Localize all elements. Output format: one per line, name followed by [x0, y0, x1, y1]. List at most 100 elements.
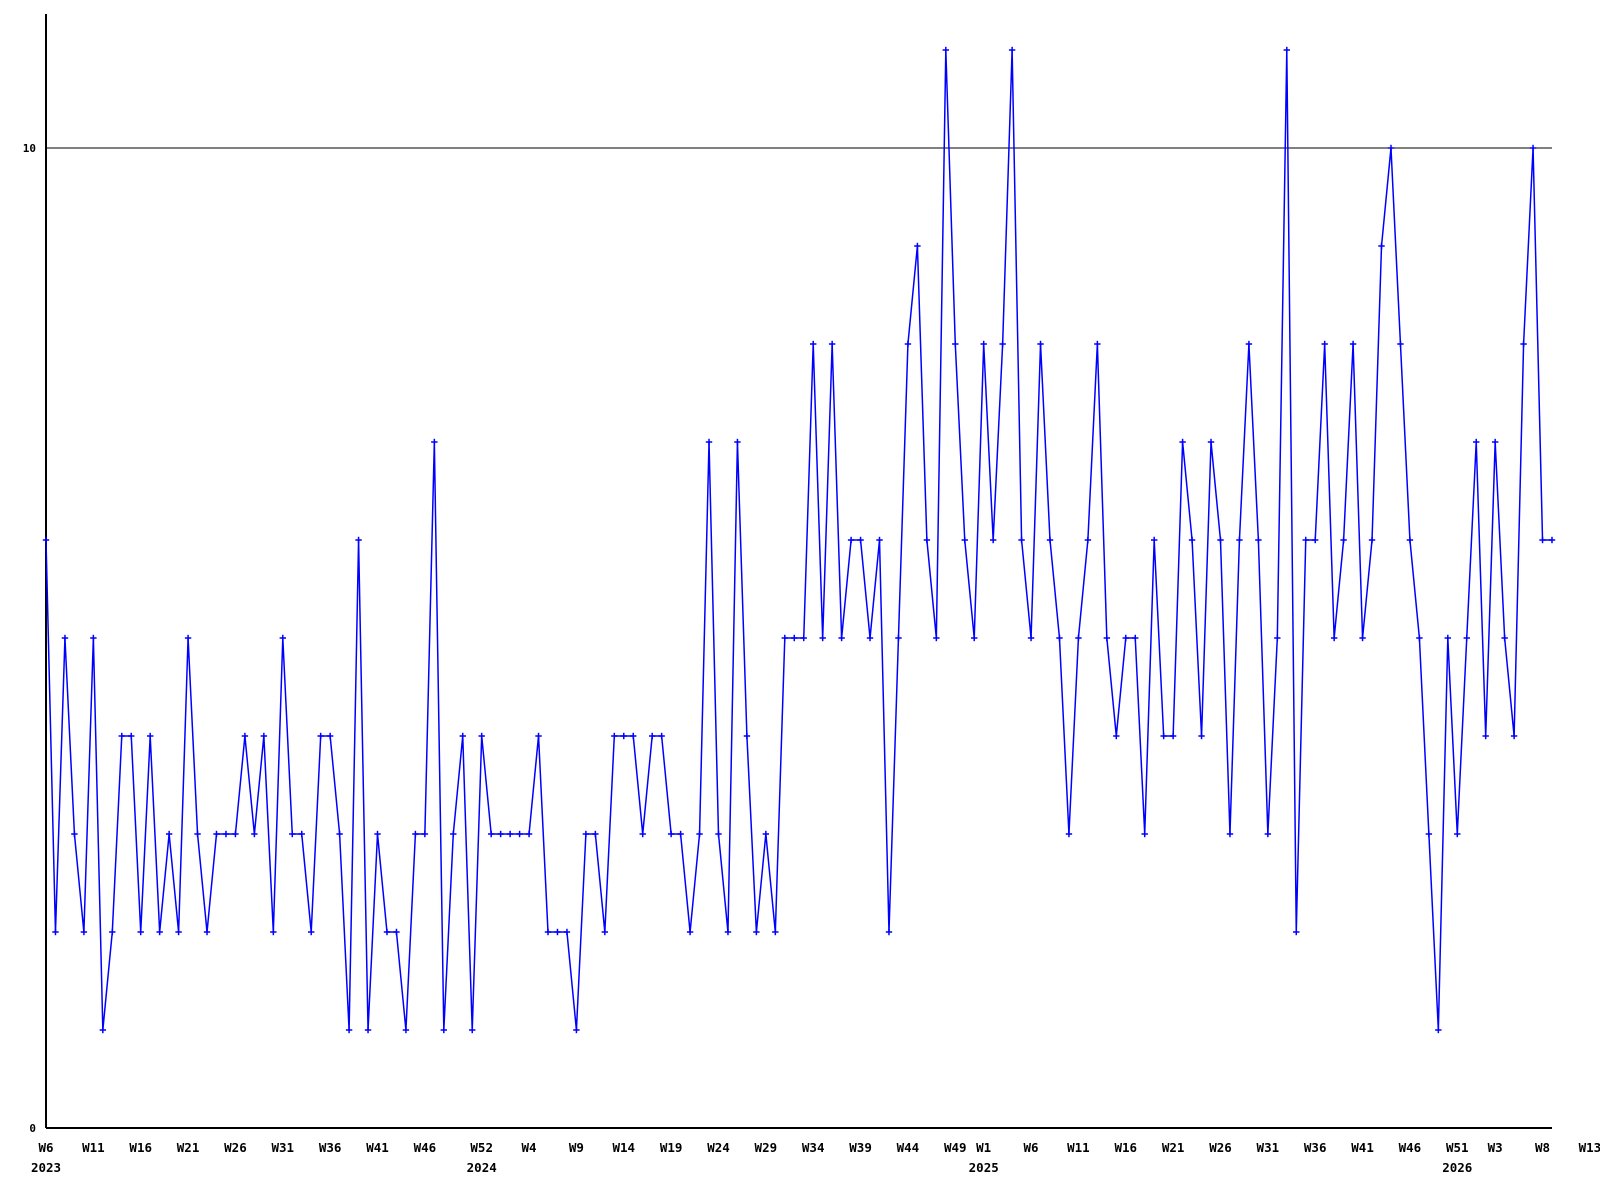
data-point [800, 634, 807, 642]
data-point [989, 536, 997, 544]
data-point [1169, 732, 1177, 740]
data-point [885, 928, 893, 936]
data-point [1397, 340, 1404, 348]
data-point [1283, 46, 1290, 54]
data-point [1027, 634, 1035, 642]
data-point [90, 634, 97, 642]
series-line [45, 49, 1552, 1031]
x-axis-year-2023: 2023 [31, 1160, 61, 1175]
data-point [743, 732, 751, 740]
data-point [146, 732, 154, 740]
data-point [440, 1026, 448, 1034]
data-point [1207, 438, 1215, 446]
x-tick-label-W24: W24 [707, 1140, 730, 1155]
data-point [980, 340, 987, 348]
x-tick-label-W19: W19 [660, 1140, 683, 1155]
data-point [1217, 536, 1224, 544]
data-point [961, 536, 968, 544]
x-tick-label-W16: W16 [129, 1140, 152, 1155]
x-tick-label-W34: W34 [802, 1140, 825, 1155]
x-tick-label-W6: W6 [1024, 1140, 1039, 1155]
data-point [781, 634, 788, 642]
data-point [611, 732, 618, 740]
x-tick-label-W11: W11 [82, 1140, 105, 1155]
data-point [1037, 340, 1044, 348]
data-point [573, 1026, 580, 1034]
data-point [232, 830, 239, 838]
data-point [1435, 1026, 1442, 1034]
data-point [52, 928, 59, 936]
data-point [1302, 536, 1309, 544]
x-tick-label-W14: W14 [612, 1140, 635, 1155]
data-point [791, 634, 798, 642]
x-tick-label-W11: W11 [1067, 1140, 1090, 1155]
data-point [952, 340, 959, 348]
data-point [345, 1026, 353, 1034]
data-point [1529, 144, 1537, 152]
data-point [971, 634, 978, 642]
data-point [128, 732, 135, 740]
data-point [1198, 732, 1205, 740]
data-point [61, 634, 69, 642]
x-tick-label-W4: W4 [522, 1140, 537, 1155]
data-point [1264, 830, 1272, 838]
data-point [819, 634, 826, 642]
data-point [298, 830, 305, 838]
data-point [1406, 536, 1414, 544]
data-point [1482, 732, 1489, 740]
data-point [203, 928, 211, 936]
x-tick-label-W31: W31 [1257, 1140, 1280, 1155]
data-point [1312, 536, 1319, 544]
data-point [459, 732, 466, 740]
data-point [1188, 536, 1196, 544]
x-tick-label-W49: W49 [944, 1140, 967, 1155]
data-point [506, 830, 514, 838]
data-point [1349, 340, 1357, 348]
data-point [1018, 536, 1025, 544]
data-point [1321, 340, 1328, 348]
data-point [1274, 634, 1281, 642]
data-point [582, 830, 590, 838]
x-tick-label-W3: W3 [1488, 1140, 1503, 1155]
data-point [99, 1026, 107, 1034]
data-point [393, 928, 400, 936]
data-point [696, 830, 703, 838]
data-point [109, 928, 116, 936]
x-tick-label-W9: W9 [569, 1140, 584, 1155]
data-point [1416, 634, 1423, 642]
x-tick-label-W1: W1 [976, 1140, 991, 1155]
data-point [1463, 634, 1470, 642]
data-point [516, 830, 523, 838]
data-point [715, 830, 722, 838]
data-point [355, 536, 362, 544]
data-point [1387, 144, 1395, 152]
data-point [175, 928, 182, 936]
x-axis-year-2025: 2025 [969, 1160, 999, 1175]
x-tick-label-W8: W8 [1535, 1140, 1550, 1155]
data-point [1444, 634, 1452, 642]
data-point [184, 634, 192, 642]
data-point [1094, 340, 1101, 348]
data-point [412, 830, 419, 838]
data-point [1501, 634, 1508, 642]
data-point [753, 928, 760, 936]
data-point [772, 928, 779, 936]
data-point [838, 634, 845, 642]
x-tick-label-W41: W41 [366, 1140, 389, 1155]
x-tick-label-W26: W26 [1209, 1140, 1232, 1155]
data-point [1255, 536, 1262, 544]
x-tick-label-W13: W13 [1579, 1140, 1600, 1155]
x-tick-label-W36: W36 [1304, 1140, 1327, 1155]
data-point [1046, 536, 1054, 544]
data-point [1103, 634, 1111, 642]
data-point [1425, 830, 1433, 838]
data-point [1226, 830, 1234, 838]
data-point [942, 46, 950, 54]
x-tick-label-W16: W16 [1114, 1140, 1137, 1155]
x-axis-year-2024: 2024 [467, 1160, 497, 1175]
data-point [525, 830, 533, 838]
data-point [563, 928, 571, 936]
data-point [308, 928, 315, 936]
